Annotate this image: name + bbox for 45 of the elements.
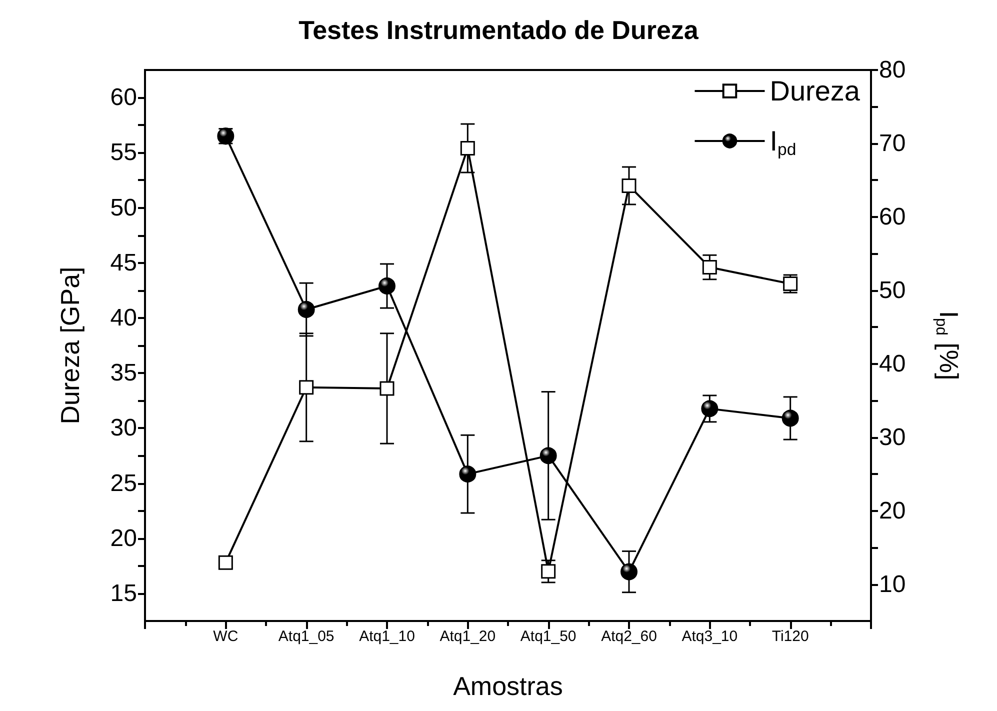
y-axis-title: Dureza [GPa]	[55, 266, 85, 424]
x-tick-label: Atq2_60	[601, 628, 657, 645]
point	[782, 410, 799, 427]
x-tick-label: Atq3_10	[682, 628, 738, 645]
x-tick-label: Atq1_20	[440, 628, 496, 645]
y2-tick-label: 70	[879, 130, 906, 157]
x-tick-label: Ti120	[772, 628, 809, 645]
y2-tick-label: 50	[879, 276, 906, 304]
point	[218, 555, 233, 570]
y-tick-label: 20	[110, 524, 137, 552]
x-tick-label: Atq1_05	[278, 628, 334, 645]
y-tick-label: 40	[110, 304, 137, 332]
x-tick-label: WC	[213, 628, 238, 645]
y2-tick-label: 30	[879, 424, 906, 451]
y-tick-label: 35	[110, 360, 137, 387]
point	[298, 301, 315, 318]
point	[622, 178, 636, 193]
y-tick-label: 45	[110, 249, 137, 276]
y2-tick-label: 40	[879, 350, 906, 378]
y-tick-label: 30	[110, 414, 137, 442]
y-tick-label: 50	[110, 194, 137, 222]
point	[701, 400, 718, 418]
y2-tick-label: 60	[879, 203, 906, 230]
point	[540, 447, 557, 464]
y-tick-label: 60	[110, 84, 137, 112]
y-tick-label: 55	[110, 139, 137, 166]
chart-title: Testes Instrumentado de Dureza	[298, 15, 699, 45]
y-tick-label: 15	[110, 580, 137, 607]
point	[299, 380, 314, 395]
y2-axis-title: Ipd [%]	[932, 310, 964, 380]
legend-label: Dureza	[770, 76, 860, 106]
point	[459, 466, 476, 483]
x-axis-title: Amostras	[453, 671, 563, 701]
point	[620, 563, 638, 580]
y-tick-label: 25	[110, 470, 137, 497]
x-tick-label: Atq1_50	[520, 628, 576, 645]
point	[380, 381, 394, 396]
y2-tick-label: 20	[879, 497, 906, 524]
y2-tick-label: 80	[879, 56, 906, 84]
y2-tick-label: 10	[879, 570, 906, 598]
x-tick-label: Atq1_10	[359, 628, 415, 645]
point	[702, 260, 717, 275]
point	[541, 564, 556, 579]
point	[460, 140, 475, 156]
point	[378, 277, 396, 294]
